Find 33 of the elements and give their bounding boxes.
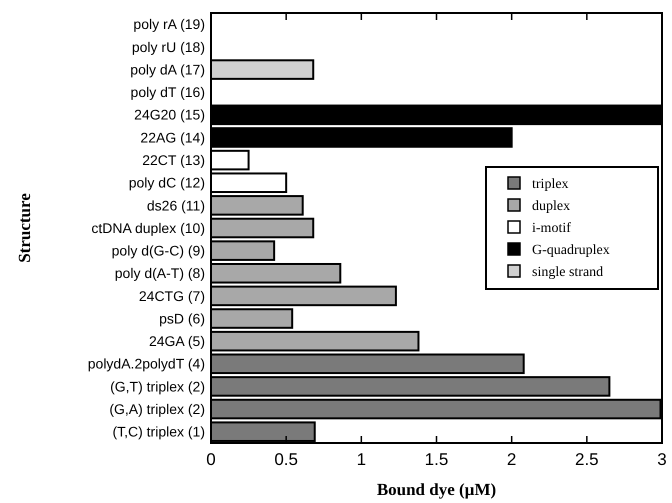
legend-label: G-quadruplex bbox=[532, 242, 610, 258]
x-axis-title: Bound dye (µM) bbox=[376, 480, 496, 499]
y-tick-label: ds26 (11) bbox=[146, 197, 205, 214]
y-tick-label: 22CT (13) bbox=[142, 152, 205, 168]
y-tick-label: poly dA (17) bbox=[130, 61, 205, 78]
legend-label: duplex bbox=[532, 198, 570, 214]
y-tick-label: poly rU (18) bbox=[132, 38, 205, 55]
y-tick-label: poly dC (12) bbox=[128, 174, 205, 191]
legend-label: triplex bbox=[532, 176, 569, 192]
y-tick-label: 24G20 (15) bbox=[134, 106, 205, 123]
x-tick-label: 1 bbox=[356, 450, 366, 469]
legend-label: single strand bbox=[532, 264, 604, 280]
y-tick-label: (G,A) triplex (2) bbox=[109, 400, 205, 417]
y-tick-label: poly rA (19) bbox=[133, 16, 205, 32]
y-tick-label: psD (6) bbox=[159, 310, 205, 326]
x-tick-label: 1.5 bbox=[424, 450, 448, 469]
x-tick-label: 2.5 bbox=[575, 450, 599, 469]
y-tick-label: ctDNA duplex (10) bbox=[91, 220, 205, 236]
x-tick-label: 0.5 bbox=[274, 450, 298, 469]
y-tick-label: poly d(G-C) (9) bbox=[112, 242, 205, 259]
y-tick-label: 24CTG (7) bbox=[138, 288, 205, 304]
y-tick-label: poly dT (16) bbox=[130, 84, 205, 100]
x-tick-label: 2 bbox=[506, 450, 516, 469]
y-tick-label: (G,T) triplex (2) bbox=[110, 378, 205, 394]
y-tick-label: (T,C) triplex (1) bbox=[112, 424, 205, 440]
y-axis-title: Structure bbox=[15, 192, 34, 263]
x-tick-label: 0 bbox=[206, 450, 216, 469]
legend-label: i-motif bbox=[532, 220, 572, 236]
y-tick-label: 22AG (14) bbox=[140, 129, 205, 146]
y-tick-label: poly d(A-T) (8) bbox=[114, 265, 205, 282]
y-tick-label: 24GA (5) bbox=[148, 333, 205, 350]
x-tick-label: 3 bbox=[657, 450, 667, 469]
y-tick-label: polydA.2polydT (4) bbox=[88, 356, 205, 372]
